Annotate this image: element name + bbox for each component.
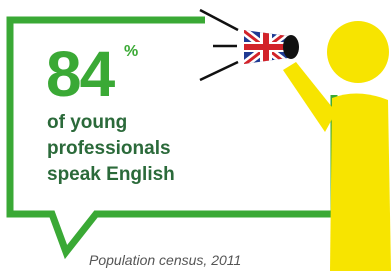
person — [283, 21, 391, 271]
stat-value: 84 — [46, 38, 116, 110]
page: {"stat": {"value": 84, "unit": "%"}, "ca… — [0, 0, 391, 271]
caption-line: of young — [47, 112, 127, 133]
caption-line: professionals — [47, 138, 171, 159]
source: Population census, 2011 — [89, 252, 241, 268]
megaphone — [240, 28, 299, 68]
sound-lines — [200, 10, 238, 80]
caption-line: speak English — [47, 164, 175, 185]
infographic: 84 % of young professionals speak Englis… — [0, 0, 391, 271]
stat-unit: % — [124, 43, 138, 60]
